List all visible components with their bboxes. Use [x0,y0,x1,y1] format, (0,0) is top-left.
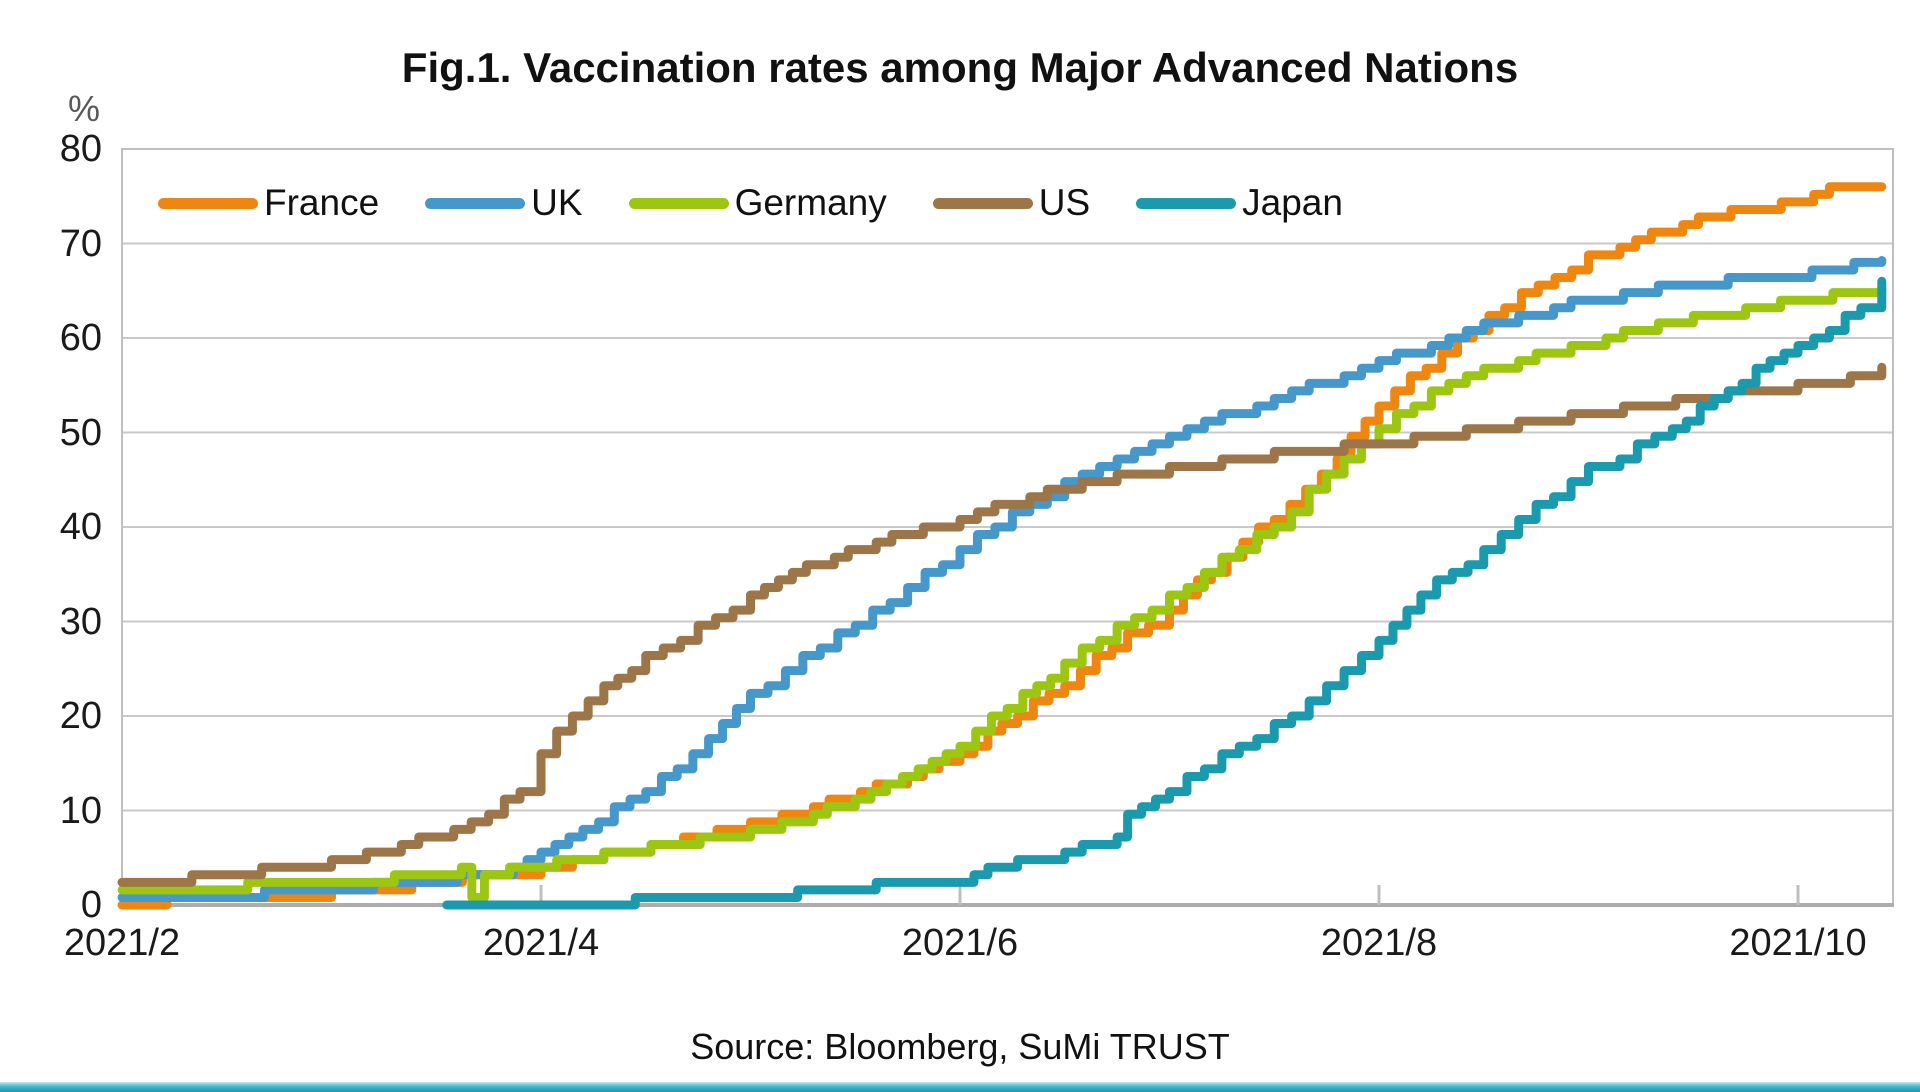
legend-label-uk: UK [531,182,583,223]
legend-label-japan: Japan [1242,182,1343,223]
y-tick-label-10: 10 [59,789,102,832]
series-line-uk [117,256,1887,902]
bottom-accent-bar [0,1082,1920,1092]
x-tick-label-2: 2021/6 [901,922,1019,964]
y-tick-label-50: 50 [59,411,102,454]
legend-label-france: France [264,182,380,223]
legend-swatch-japan [1136,197,1237,209]
legend-item-france: France [158,182,379,224]
legend-item-germany: Germany [628,182,887,224]
legend-item-us: US [932,182,1091,224]
y-axis-unit-label: % [68,88,101,129]
legend-label-us: US [1038,182,1091,223]
legend-swatch-france [158,197,258,209]
x-tick-label-1: 2021/4 [482,922,600,964]
y-tick-label-20: 20 [59,695,102,737]
legend-item-japan: Japan [1136,182,1343,224]
legend-label-germany: Germany [734,182,887,223]
series-line-germany [117,283,1887,902]
x-tick-label-4: 2021/10 [1729,922,1867,964]
x-tick-label-0: 2021/2 [63,922,181,964]
y-tick-label-80: 80 [59,128,102,170]
y-tick-label-40: 40 [59,506,102,548]
chart-title: Fig.1. Vaccination rates among Major Adv… [401,44,1519,91]
series-line-france [117,182,1887,910]
x-tick-label-3: 2021/8 [1320,922,1438,964]
series-line-us [117,362,1887,887]
y-tick-label-70: 70 [59,222,102,265]
y-tick-label-0: 0 [80,884,102,926]
y-tick-label-60: 60 [59,317,102,359]
legend-swatch-us [932,197,1033,209]
source-label: Source: Bloomberg, SuMi TRUST [690,1026,1230,1067]
y-tick-label-30: 30 [59,600,102,643]
series-line-japan [442,276,1887,910]
chart-legend: France UK Germany US Japan [158,182,1389,224]
legend-swatch-uk [425,197,526,209]
legend-item-uk: UK [425,182,583,224]
legend-swatch-germany [628,197,729,209]
